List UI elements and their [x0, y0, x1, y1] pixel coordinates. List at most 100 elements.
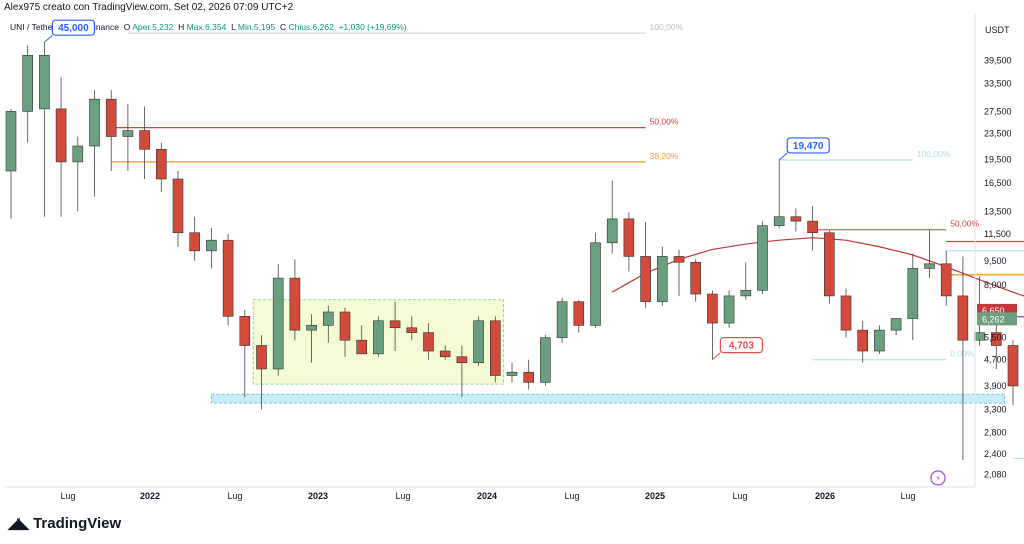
- levels-layer: 100,00%50,00%38,20%100,00%50,00%0,00%100…: [111, 22, 1024, 459]
- y-tick-label: 3,900: [984, 381, 1007, 391]
- candle: [39, 54, 50, 110]
- tradingview-brand[interactable]: ◢◣ TradingView: [8, 514, 122, 533]
- candle: [222, 239, 234, 317]
- candle: [55, 108, 67, 163]
- legend-close: Chius.6,262: [288, 22, 334, 32]
- candle: [373, 320, 384, 355]
- candle: [339, 311, 351, 341]
- x-tick-label: 2022: [140, 491, 160, 501]
- x-tick-label: 2025: [645, 491, 665, 501]
- candle: [1007, 345, 1019, 387]
- candle: [189, 232, 200, 252]
- y-tick-label: 27,500: [984, 106, 1012, 116]
- price-badge: [977, 312, 1017, 326]
- candle: [239, 316, 251, 346]
- x-tick-label: Lug: [900, 491, 915, 501]
- candle: [707, 293, 718, 324]
- candle: [840, 295, 852, 331]
- y-tick-label: 4,700: [984, 355, 1007, 365]
- candle: [22, 54, 34, 112]
- candle: [206, 239, 217, 252]
- lightning-glyph: ⚡: [935, 474, 941, 483]
- candle: [89, 98, 100, 147]
- candle: [590, 242, 601, 326]
- x-tick-label: Lug: [395, 491, 410, 501]
- support-zone: [210, 393, 1006, 404]
- candle: [807, 220, 818, 234]
- y-tick-label: 8,000: [984, 280, 1007, 290]
- candle: [406, 327, 418, 333]
- callout-box: [719, 337, 764, 354]
- axes-layer: 39,500 33,500 27,500 23,500 19,500 16,500 13,5…: [5, 14, 1017, 501]
- candle: [172, 178, 184, 234]
- legend-l-label: L: [231, 22, 236, 32]
- candle: [656, 256, 668, 303]
- y-tick-label: 33,500: [984, 79, 1012, 89]
- legend-open: Aper.5,232: [132, 22, 174, 32]
- x-tick-label: 2023: [308, 491, 328, 501]
- candle: [640, 256, 651, 303]
- candle: [857, 329, 869, 352]
- candle: [874, 329, 885, 352]
- candle: [473, 320, 484, 364]
- x-tick-label: 2024: [477, 491, 497, 501]
- brand-text: TradingView: [33, 514, 122, 532]
- y-tick-label: 3,300: [984, 404, 1007, 414]
- y-tick-label: 11,500: [984, 229, 1011, 239]
- candle: [5, 111, 17, 172]
- currency-label: USDT: [985, 25, 1010, 35]
- tradingview-logo-icon: ◢◣: [8, 515, 29, 532]
- y-tick-label: 39,500: [984, 56, 1012, 66]
- callout-pointer: [778, 152, 788, 161]
- candle: [790, 216, 802, 222]
- candle: [924, 263, 935, 269]
- legend-change: +1,030 (+19,69%): [338, 22, 407, 32]
- y-tick-label: 2,400: [984, 449, 1007, 459]
- y-tick-label: 13,500: [984, 206, 1012, 216]
- chart-header: Alex975 creato con TradingView.com, Set …: [4, 2, 294, 13]
- candle: [356, 339, 368, 355]
- candle: [122, 130, 134, 137]
- candle: [623, 218, 635, 257]
- candle: [573, 301, 585, 326]
- candle: [322, 311, 334, 326]
- candle: [139, 130, 150, 150]
- candle: [957, 295, 969, 341]
- x-tick-label: Lug: [227, 491, 242, 501]
- x-tick-label: Lug: [60, 491, 75, 501]
- price-badge-label: 6,650: [982, 306, 1005, 316]
- candles-layer: [5, 42, 1019, 461]
- y-tick-label: 23,500: [984, 129, 1012, 139]
- candle: [423, 332, 434, 352]
- legend-h-label: H: [178, 22, 185, 32]
- candle: [773, 216, 785, 226]
- candle: [673, 256, 685, 263]
- candle: [690, 261, 702, 295]
- candle: [439, 350, 451, 358]
- level-label: 100,00%: [650, 22, 684, 32]
- candle: [757, 225, 768, 291]
- callout-label: 45,000: [58, 23, 89, 34]
- candle: [890, 318, 902, 331]
- callout-pointer: [44, 34, 53, 43]
- candle: [740, 290, 752, 297]
- lightning-icon: [930, 470, 946, 486]
- candle: [540, 337, 551, 383]
- y-tick-label: 2,800: [984, 428, 1007, 438]
- legend-c-label: C: [279, 22, 287, 32]
- level-label: 38,20%: [650, 151, 679, 161]
- callout-box: [786, 137, 830, 154]
- moving-average-line: [611, 237, 1024, 297]
- candle: [940, 263, 952, 297]
- y-tick-label: 5,500: [984, 333, 1007, 343]
- legend-high: Max.6,354: [186, 22, 227, 32]
- level-label: 100,00%: [917, 149, 951, 159]
- candle: [156, 149, 167, 180]
- level-label: 0,00%: [950, 349, 975, 359]
- x-tick-label: Lug: [732, 491, 747, 501]
- legend-o-label: O: [123, 22, 131, 32]
- moving-average-layer: [611, 237, 1024, 297]
- candle: [506, 371, 518, 376]
- candle: [456, 356, 468, 364]
